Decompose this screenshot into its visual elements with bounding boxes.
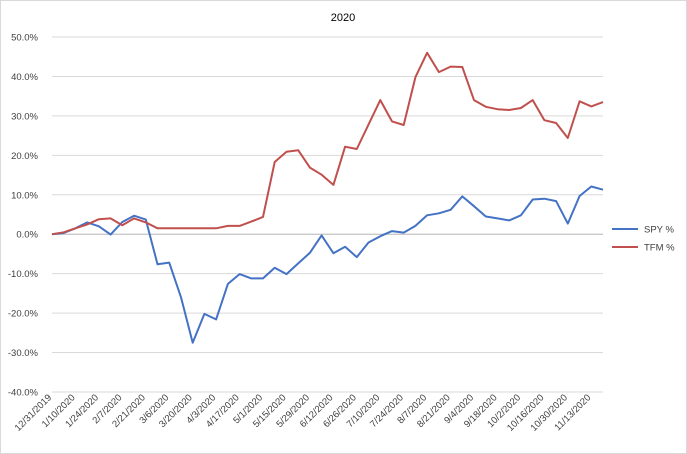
y-tick-label: -10.0% [8, 269, 39, 280]
y-tick-label: 10.0% [11, 190, 38, 201]
y-axis: 50.0% 40.0% 30.0% 20.0% 10.0% 0.0% -10.0% -20.0… [8, 33, 39, 399]
legend-label: SPY % [644, 225, 674, 236]
chart-title: 2020 [331, 12, 355, 24]
y-tick-label: 0.0% [16, 230, 38, 241]
series-lines [51, 51, 604, 344]
y-tick-label: 40.0% [11, 72, 38, 83]
y-tick-label: -20.0% [8, 309, 39, 320]
y-tick-label: 20.0% [11, 151, 38, 162]
y-tick-label: 30.0% [11, 111, 38, 122]
legend-label: TFM % [644, 243, 675, 254]
series-line-spy [51, 185, 604, 344]
y-tick-label: -30.0% [8, 348, 39, 359]
y-tick-label: -40.0% [8, 388, 39, 399]
series-line-tfm [51, 51, 604, 236]
y-tick-label: 50.0% [11, 33, 38, 44]
legend: SPY % TFM % [612, 225, 675, 254]
